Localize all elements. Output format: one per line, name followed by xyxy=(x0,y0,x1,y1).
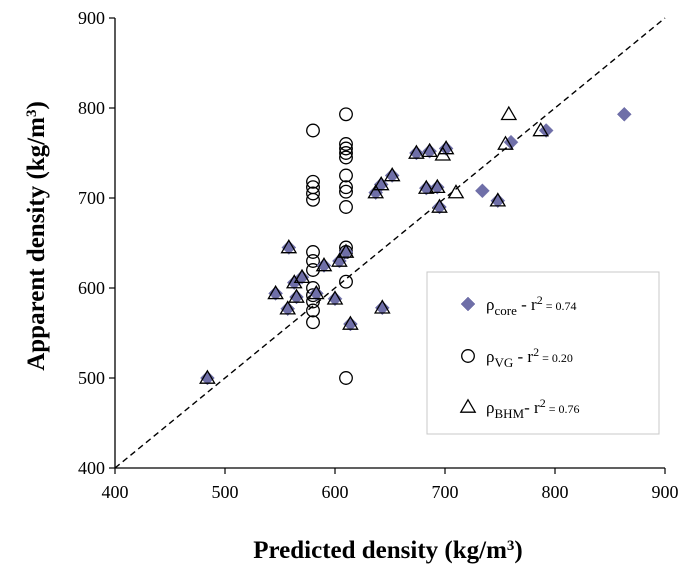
circle-point xyxy=(339,107,353,122)
circle-point xyxy=(306,303,320,318)
x-tick-label: 900 xyxy=(652,482,679,502)
circle-point xyxy=(339,180,353,195)
diamond-point xyxy=(268,286,283,301)
triangle-point xyxy=(417,179,435,194)
diamond-point xyxy=(308,286,324,301)
triangle-point xyxy=(342,315,359,330)
triangle-point xyxy=(431,198,448,213)
diamond-point xyxy=(384,168,400,183)
circle-point xyxy=(339,168,353,183)
legend-triangle-icon xyxy=(459,398,477,413)
triangle-point xyxy=(437,140,455,155)
triangle-point xyxy=(367,184,385,199)
diamond-point xyxy=(438,141,454,156)
x-tick-label: 600 xyxy=(322,482,349,502)
x-tick-label: 400 xyxy=(102,482,129,502)
diamond-point xyxy=(280,301,296,317)
circle-point xyxy=(339,146,353,160)
triangle-point xyxy=(199,369,216,384)
circle-point xyxy=(339,141,353,156)
triangle-point xyxy=(489,192,507,207)
triangle-point xyxy=(497,135,514,150)
triangle-point xyxy=(326,290,344,305)
circle-point xyxy=(339,137,353,151)
diamond-point xyxy=(475,183,490,199)
y-axis-title: Apparent density (kg/m3) xyxy=(23,101,50,371)
reference-line xyxy=(114,17,666,469)
circle-point xyxy=(339,200,353,214)
triangle-point xyxy=(315,257,333,272)
diamond-point xyxy=(409,145,424,161)
plot-area xyxy=(114,17,666,469)
y-tick-label: 600 xyxy=(78,278,105,298)
triangle-point xyxy=(285,274,303,289)
circle-point xyxy=(339,150,353,165)
legend-circle-icon xyxy=(461,349,475,363)
triangle-point xyxy=(373,299,391,314)
triangle-point xyxy=(288,288,305,303)
data-points xyxy=(199,105,632,386)
triangle-point xyxy=(408,144,425,159)
legend: ρcore - r2 = 0.74 ρVG - r2 = 0.20 ρBHM- r2… xyxy=(426,271,660,435)
triangle-point xyxy=(331,252,348,267)
triangle-point xyxy=(500,105,518,121)
y-tick-label: 700 xyxy=(78,188,105,208)
diamond-point xyxy=(432,199,447,215)
y-tick-label: 900 xyxy=(78,8,105,28)
triangle-point xyxy=(307,284,325,300)
triangle-point xyxy=(279,300,297,315)
x-tick-label: 500 xyxy=(212,482,239,502)
y-tick-label: 400 xyxy=(78,458,105,478)
triangle-point xyxy=(421,142,438,158)
diamond-point xyxy=(338,244,354,260)
triangle-point xyxy=(280,239,298,254)
triangle-point xyxy=(267,284,284,300)
diamond-point xyxy=(200,370,215,386)
circle-point xyxy=(306,263,320,277)
circle-point xyxy=(339,371,353,385)
diamond-point xyxy=(422,143,437,159)
diamond-point xyxy=(327,291,343,307)
triangle-point xyxy=(428,178,446,194)
x-tick-label: 700 xyxy=(432,482,459,502)
diamond-point xyxy=(374,300,390,316)
diamond-point xyxy=(343,316,358,332)
circle-point xyxy=(306,186,320,201)
circle-point xyxy=(339,274,353,289)
triangle-point xyxy=(383,167,401,182)
legend-entry-label: ρcore - r2 = 0.74 xyxy=(486,293,576,318)
triangle-point xyxy=(372,176,390,191)
circle-point xyxy=(306,192,320,207)
circle-point xyxy=(306,315,320,330)
circle-point xyxy=(306,174,320,189)
legend-diamond-icon xyxy=(460,296,476,312)
triangle-point xyxy=(337,243,355,258)
y-tick-label: 500 xyxy=(78,368,105,388)
x-tick-label: 800 xyxy=(542,482,569,502)
legend-entry-label: ρVG - r2 = 0.20 xyxy=(486,345,573,370)
diamond-point xyxy=(294,269,310,285)
diamond-point xyxy=(616,106,632,122)
triangle-point xyxy=(293,268,311,284)
triangle-point xyxy=(447,184,465,199)
legend-entry-label: ρBHM- r2 = 0.76 xyxy=(486,396,579,421)
circle-point xyxy=(306,123,320,138)
triangle-point xyxy=(532,122,550,137)
x-axis-title: Predicted density (kg/m3) xyxy=(253,537,523,564)
circle-point xyxy=(306,245,320,259)
circle-point xyxy=(339,184,353,199)
y-tick-label: 800 xyxy=(78,98,105,118)
diamond-point xyxy=(289,289,304,305)
axes: 400 500 600 700 800 900 400 500 600 700 800 900 xyxy=(78,8,679,502)
diamond-point xyxy=(316,258,332,273)
diamond-point xyxy=(429,179,445,195)
diamond-point xyxy=(490,193,506,209)
circle-point xyxy=(306,254,320,268)
diamond-point xyxy=(281,240,297,255)
diamond-point xyxy=(418,180,434,196)
